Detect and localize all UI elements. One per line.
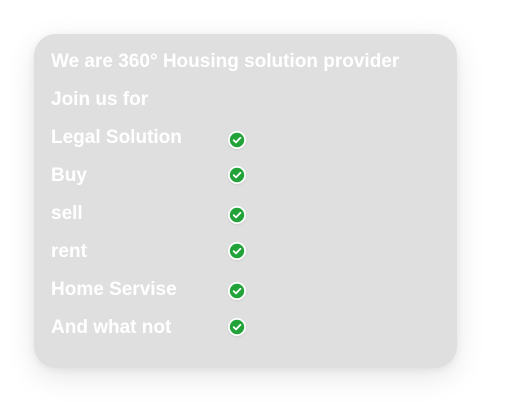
check-circle-icon (228, 131, 246, 149)
list-item: Buy (51, 164, 261, 188)
list-item: Legal Solution (51, 126, 261, 150)
list-item-label: Buy (51, 165, 87, 186)
check-circle-icon (228, 242, 246, 260)
list-item: rent (51, 240, 261, 264)
list-item-label: And what not (51, 317, 172, 338)
headline: We are 360° Housing solution provider (51, 51, 400, 72)
list-item-label: sell (51, 203, 83, 224)
housing-info-card: We are 360° Housing solution provider Jo… (34, 34, 457, 368)
list-item-label: Home Servise (51, 279, 177, 300)
check-circle-icon (228, 282, 246, 300)
list-item: And what not (51, 316, 261, 340)
list-item-label: rent (51, 241, 87, 262)
list-item-label: Legal Solution (51, 127, 182, 148)
list-item: sell (51, 202, 261, 226)
check-circle-icon (228, 206, 246, 224)
subheading: Join us for (51, 89, 149, 110)
check-circle-icon (228, 166, 246, 184)
check-circle-icon (228, 318, 246, 336)
list-item: Home Servise (51, 278, 261, 302)
